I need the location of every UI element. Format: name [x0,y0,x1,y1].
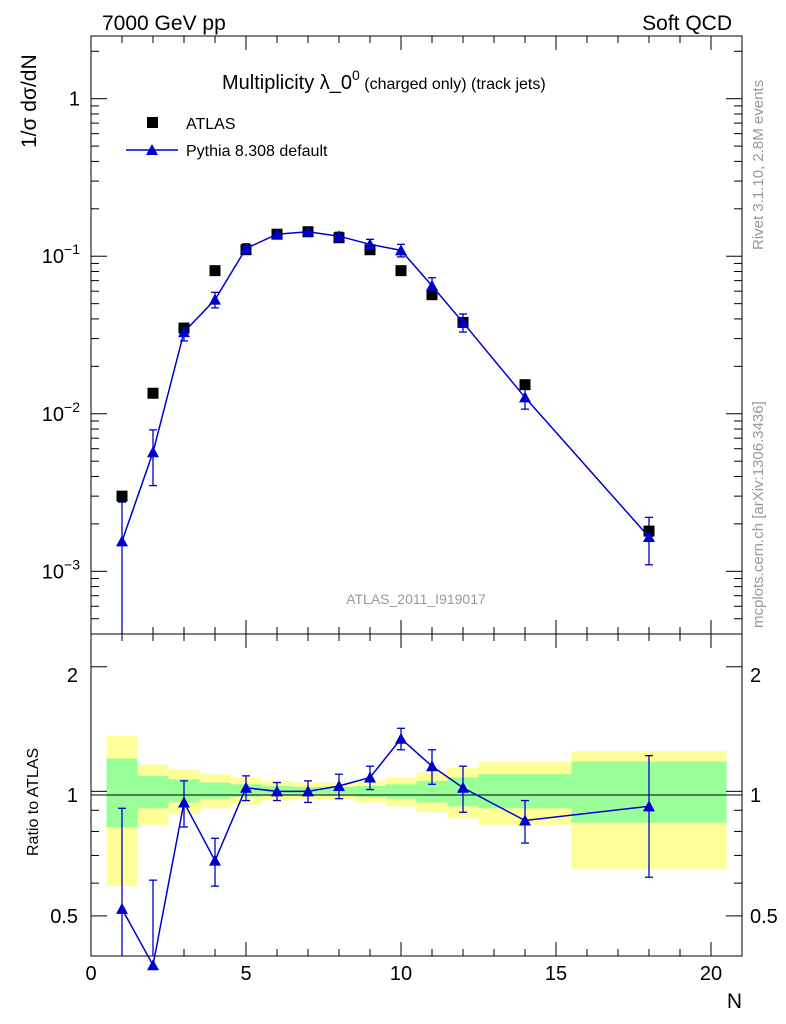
legend-atlas-marker [147,117,158,128]
ratio-tick-label: 1 [67,785,78,807]
x-axis-label: N [727,990,742,1013]
pythia-data-point [364,238,376,250]
chart-title: Multiplicity λ_00 (charged only) (track … [222,67,546,94]
atlas-data-point [364,244,376,256]
pythia-data-point [116,535,128,547]
ratio-tick-label-right: 1 [750,785,761,807]
main-y-axis-label: 1/σ dσ/dN [18,54,41,148]
pythia-data-point [519,391,531,403]
pythia-data-point [209,293,221,305]
legend-pythia-label: Pythia 8.308 default [186,143,328,160]
x-tick-label: 15 [545,963,567,985]
pythia-data-point [147,446,159,458]
ratio-data-point [209,854,221,866]
header-left: 7000 GeV pp [102,12,226,35]
main-y-tick-label: 10−1 [42,241,80,268]
ratio-band-inner [416,780,448,803]
pythia-data-point [240,242,252,254]
ratio-panel-data [116,727,655,971]
main-y-tick-label: 10−2 [42,399,80,426]
ratio-data-point [271,785,283,797]
analysis-tag: ATLAS_2011_I919017 [346,591,486,607]
ratio-data-point [147,959,159,971]
ratio-tick-label-right: 2 [750,665,761,687]
ratio-tick-label: 2 [67,665,78,687]
pythia-data-point [457,316,469,328]
ratio-data-point [178,796,190,808]
ratio-data-point [519,814,531,826]
pythia-data-point [271,228,283,240]
main-y-tick-labels: 1 10−1 10−2 10−3 [42,89,80,584]
atlas-data-point [426,289,438,301]
ratio-band-inner [354,786,386,797]
x-tick-label: 20 [700,963,722,985]
atlas-data-point [209,265,221,277]
rivet-label: Rivet 3.1.10, 2.8M events [750,80,767,250]
ratio-tick-label-right: 0.5 [750,906,778,928]
pythia-data-point [426,279,438,291]
pythia-data-point [302,225,314,237]
x-tick-label: 5 [240,963,251,985]
atlas-data-point [519,379,531,391]
ratio-data-point [364,771,376,783]
main-panel-data [116,225,655,634]
main-y-tick-label: 10−3 [42,556,80,583]
ratio-panel-frame [90,633,743,957]
atlas-data-point [147,387,159,399]
ratio-band-inner [199,782,231,799]
pythia-line [121,231,650,542]
legend-atlas-label: ATLAS [186,116,236,133]
x-tick-label: 0 [85,963,96,985]
ratio-data-point [302,785,314,797]
pythia-data-point [333,230,345,242]
ratio-data-point [395,732,407,744]
main-panel-ticks [90,36,743,635]
header-right: Soft QCD [642,12,732,35]
mcplots-label: mcplots.cern.ch [arXiv:1306.3436] [750,401,767,628]
ratio-band-inner [137,775,169,809]
ratio-data-point [240,781,252,793]
ratio-line [121,737,650,968]
atlas-data-point [395,265,407,277]
ratio-data-point [426,760,438,772]
ratio-y-axis-label: Ratio to ATLAS [25,748,42,856]
legend-pythia-marker [146,144,158,155]
ratio-data-point [333,780,345,792]
main-y-tick-label: 1 [69,89,80,111]
ratio-data-point [457,781,469,793]
x-tick-label: 10 [390,963,412,985]
pythia-data-point [178,326,190,338]
ratio-band-inner [385,784,417,799]
atlas-data-point [116,490,128,502]
pythia-data-point [643,531,655,543]
ratio-data-point [643,800,655,812]
ratio-data-point [116,902,128,914]
ratio-tick-label: 0.5 [50,906,78,928]
ratio-uncertainty-bands [106,736,727,887]
pythia-data-point [395,244,407,256]
